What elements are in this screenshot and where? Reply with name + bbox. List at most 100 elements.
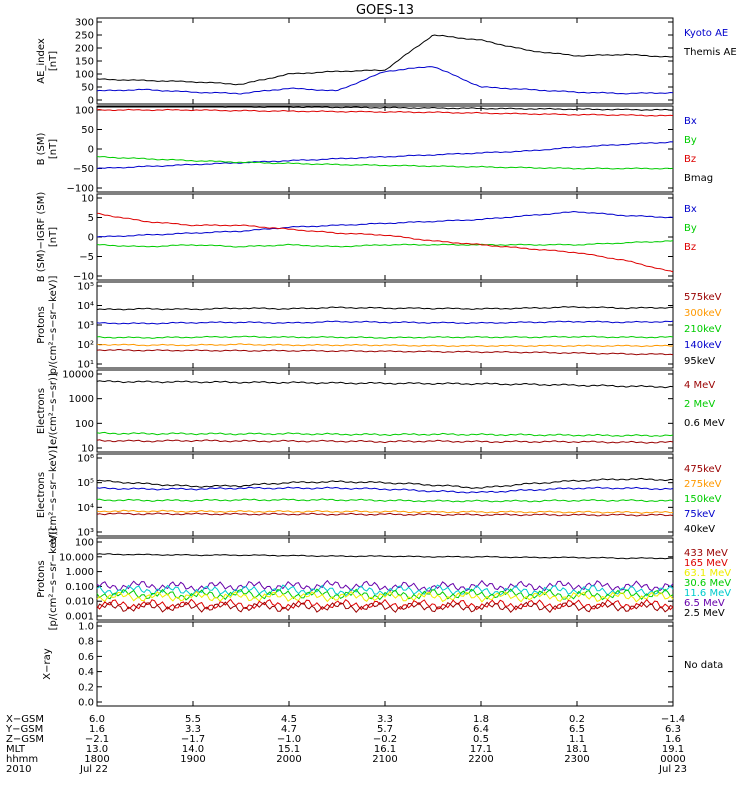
footer-value: 5.5 bbox=[185, 714, 201, 725]
footer-value: −2.1 bbox=[85, 734, 109, 745]
series-line-electrons2-2 bbox=[96, 498, 674, 503]
y-tick-label: 10⁵ bbox=[77, 282, 94, 293]
legend-entry: Bz bbox=[684, 154, 696, 165]
footer-value: 1800 bbox=[84, 754, 109, 765]
y-tick-label: 10³ bbox=[77, 321, 94, 332]
panel-protons2 bbox=[96, 537, 674, 621]
footer-row-label: 2010 bbox=[6, 764, 31, 775]
y-tick-label: 10³ bbox=[77, 528, 94, 539]
legend-entry: 2 MeV bbox=[684, 399, 715, 410]
legend-entry: 475keV bbox=[684, 464, 722, 475]
series-line-bigrf-0 bbox=[96, 210, 674, 238]
y-tick-label: 10⁵ bbox=[77, 478, 94, 489]
y-tick-label: 0.4 bbox=[78, 667, 94, 678]
y-axis-label: p/(cm²−s−sr−keV)] bbox=[48, 276, 59, 375]
footer-value: 3.3 bbox=[377, 714, 393, 725]
series-line-electrons2-4 bbox=[96, 512, 674, 517]
series-line-protons1-0 bbox=[96, 306, 674, 311]
footer-row-label: Z−GSM bbox=[6, 734, 44, 745]
y-tick-label: 0.2 bbox=[78, 682, 94, 693]
series-line-protons2-1 bbox=[96, 579, 674, 593]
footer-value: 16.1 bbox=[374, 744, 396, 755]
series-line-protons2-3 bbox=[96, 588, 674, 601]
y-tick-label: 100 bbox=[75, 106, 94, 117]
series-line-electrons2-0 bbox=[96, 477, 674, 489]
panel-frame bbox=[96, 105, 674, 193]
footer-value: 1900 bbox=[180, 754, 205, 765]
legend-entry: 210keV bbox=[684, 324, 722, 335]
y-tick-label: 0.6 bbox=[78, 652, 94, 663]
series-line-protons2-5 bbox=[96, 598, 674, 611]
footer-value: 19.1 bbox=[662, 744, 684, 755]
panel-protons1 bbox=[96, 281, 674, 369]
footer-value: 18.1 bbox=[566, 744, 588, 755]
legend-entry: 150keV bbox=[684, 494, 722, 505]
legend-entry: By bbox=[684, 223, 697, 234]
y-tick-label: 100 bbox=[75, 419, 94, 430]
series-line-bsm-2 bbox=[96, 108, 674, 117]
y-tick-label: 200 bbox=[75, 44, 94, 55]
footer-value: 6.4 bbox=[473, 724, 489, 735]
legend-entry: 0.6 MeV bbox=[684, 418, 725, 429]
footer-row-label: hhmm bbox=[6, 754, 38, 765]
y-axis-label: e/(cm²−s−sr−keV)] bbox=[48, 446, 59, 545]
y-tick-label: −10 bbox=[73, 272, 94, 283]
y-tick-label: 50 bbox=[81, 83, 94, 94]
series-line-bsm-3 bbox=[97, 106, 674, 111]
y-axis-label: Protons bbox=[36, 560, 47, 597]
y-tick-label: −5 bbox=[79, 252, 94, 263]
y-tick-label: 0.100 bbox=[65, 582, 94, 593]
legend-entry: 140keV bbox=[684, 340, 722, 351]
footer-value: 0.2 bbox=[569, 714, 585, 725]
panel-frame bbox=[96, 621, 674, 707]
footer-value: 0.5 bbox=[473, 734, 489, 745]
footer-value: 1.1 bbox=[569, 734, 585, 745]
y-tick-label: 1.000 bbox=[65, 567, 94, 578]
legend-entry: Bz bbox=[684, 242, 696, 253]
footer-value: 6.3 bbox=[665, 724, 681, 735]
panel-bsm bbox=[96, 105, 674, 193]
legend-entry: No data bbox=[684, 660, 723, 671]
panel-frame bbox=[96, 193, 674, 281]
panel-frame bbox=[96, 281, 674, 369]
series-line-protons1-1 bbox=[96, 320, 674, 325]
y-tick-label: 0.0 bbox=[78, 698, 94, 709]
legend-entry: Themis AE bbox=[683, 47, 737, 58]
footer-value: Jul 23 bbox=[658, 764, 687, 775]
series-line-bsm-0 bbox=[96, 141, 674, 169]
series-line-protons2-0 bbox=[96, 553, 674, 560]
panel-bigrf bbox=[96, 193, 674, 281]
legend-entry: 95keV bbox=[684, 356, 715, 367]
footer-value: 6.5 bbox=[569, 724, 585, 735]
y-tick-label: −50 bbox=[73, 164, 94, 175]
footer-value: 4.5 bbox=[281, 714, 297, 725]
chart-title: GOES-13 bbox=[356, 3, 414, 18]
y-tick-label: 5 bbox=[88, 213, 94, 224]
legend-entry: 6.5 MeV bbox=[684, 598, 725, 609]
y-tick-label: 10 bbox=[81, 194, 94, 205]
y-axis-label: Protons bbox=[36, 306, 47, 343]
footer-value: −1.7 bbox=[181, 734, 205, 745]
y-tick-label: 1000 bbox=[69, 394, 94, 405]
series-line-electrons1-2 bbox=[96, 439, 674, 444]
footer-value: 6.0 bbox=[89, 714, 105, 725]
series-line-protons1-3 bbox=[96, 343, 674, 348]
legend-entry: 433 MeV bbox=[684, 548, 728, 559]
y-tick-label: 1.0 bbox=[78, 622, 94, 633]
footer-value: 2300 bbox=[564, 754, 589, 765]
y-axis-label: B (SM) bbox=[36, 132, 47, 165]
y-tick-label: 10⁶ bbox=[77, 454, 94, 465]
footer-value: 1.6 bbox=[665, 734, 681, 745]
footer-value: −0.2 bbox=[373, 734, 397, 745]
series-line-protons1-4 bbox=[96, 348, 674, 356]
legend-entry: Bx bbox=[684, 204, 697, 215]
y-tick-label: 10000 bbox=[62, 370, 94, 381]
panel-electrons1 bbox=[96, 369, 674, 453]
footer-value: 0000 bbox=[660, 754, 685, 765]
y-axis-label: X−ray bbox=[42, 648, 53, 679]
y-axis-label: [e/(cm²−s−sr)] bbox=[48, 373, 59, 449]
footer-row-label: Y−GSM bbox=[5, 724, 43, 735]
series-line-protons2-6 bbox=[96, 601, 674, 613]
series-line-protons1-2 bbox=[96, 335, 674, 339]
